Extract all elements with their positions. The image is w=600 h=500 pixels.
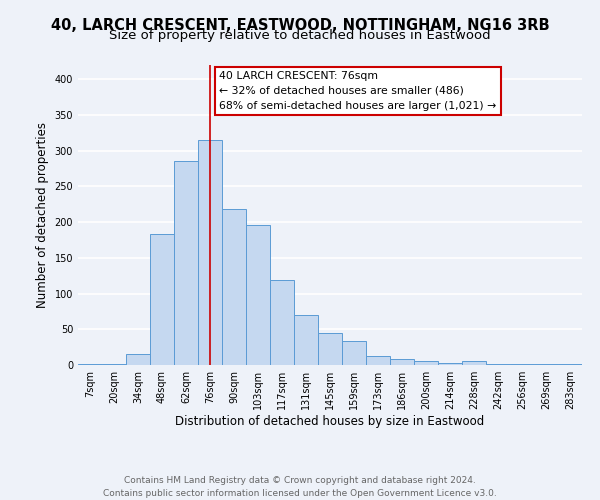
- Bar: [366, 356, 390, 365]
- Text: 40, LARCH CRESCENT, EASTWOOD, NOTTINGHAM, NG16 3RB: 40, LARCH CRESCENT, EASTWOOD, NOTTINGHAM…: [50, 18, 550, 32]
- Bar: [174, 160, 198, 365]
- Bar: [318, 333, 342, 365]
- Bar: [126, 354, 150, 365]
- Bar: [558, 364, 582, 365]
- Y-axis label: Number of detached properties: Number of detached properties: [36, 122, 49, 308]
- Text: Contains HM Land Registry data © Crown copyright and database right 2024.
Contai: Contains HM Land Registry data © Crown c…: [103, 476, 497, 498]
- Bar: [294, 315, 318, 365]
- Bar: [78, 364, 102, 365]
- X-axis label: Distribution of detached houses by size in Eastwood: Distribution of detached houses by size …: [175, 415, 485, 428]
- Text: Size of property relative to detached houses in Eastwood: Size of property relative to detached ho…: [109, 29, 491, 42]
- Bar: [198, 140, 222, 365]
- Bar: [222, 210, 246, 365]
- Bar: [390, 360, 414, 365]
- Bar: [438, 363, 462, 365]
- Bar: [246, 225, 270, 365]
- Bar: [462, 362, 486, 365]
- Bar: [486, 364, 510, 365]
- Bar: [102, 364, 126, 365]
- Bar: [414, 360, 438, 365]
- Bar: [270, 280, 294, 365]
- Bar: [150, 234, 174, 365]
- Bar: [510, 364, 534, 365]
- Bar: [534, 364, 558, 365]
- Bar: [342, 342, 366, 365]
- Text: 40 LARCH CRESCENT: 76sqm
← 32% of detached houses are smaller (486)
68% of semi-: 40 LARCH CRESCENT: 76sqm ← 32% of detach…: [219, 71, 496, 110]
